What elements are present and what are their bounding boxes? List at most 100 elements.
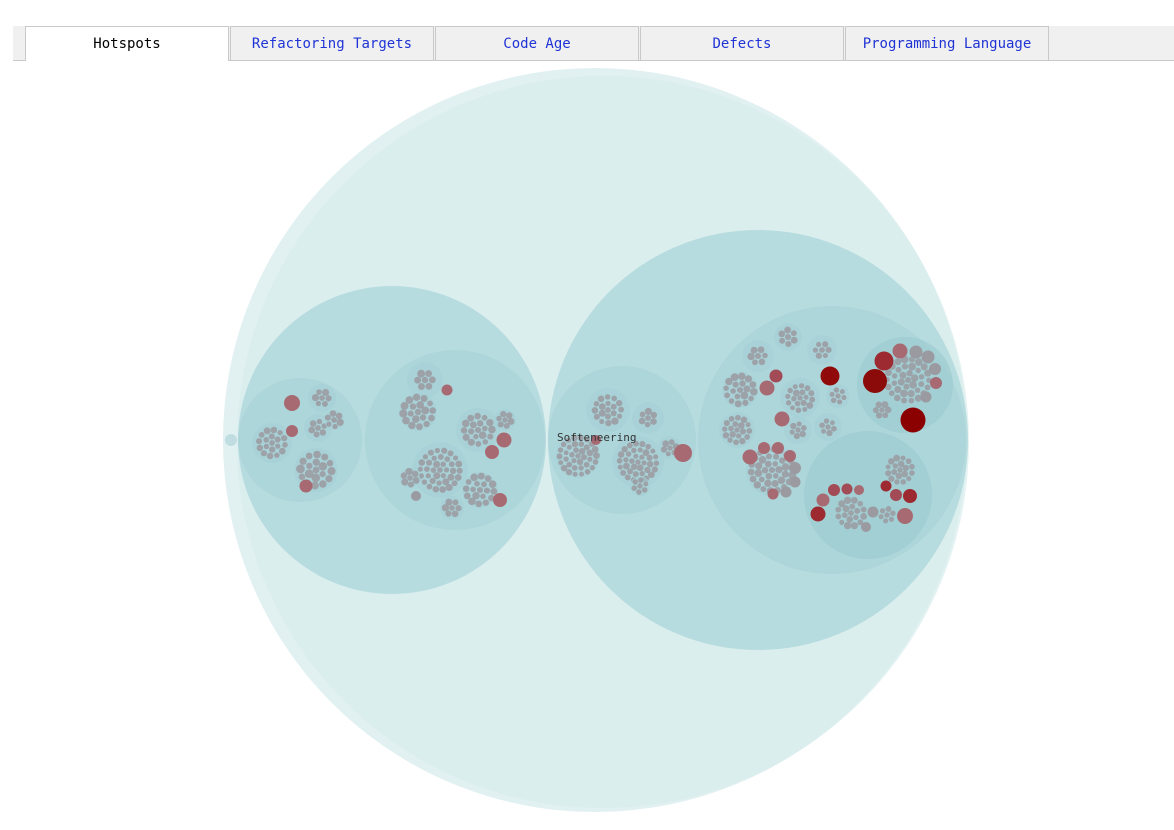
file-circle[interactable]: [742, 399, 749, 406]
file-circle[interactable]: [427, 449, 434, 456]
file-circle[interactable]: [329, 410, 337, 417]
file-circle[interactable]: [503, 422, 510, 429]
file-circle[interactable]: [918, 381, 925, 387]
file-circle[interactable]: [593, 401, 600, 407]
file-circle[interactable]: [780, 486, 792, 498]
file-circle[interactable]: [332, 423, 338, 430]
file-circle[interactable]: [437, 453, 444, 460]
file-circle[interactable]: [795, 407, 802, 413]
file-circle[interactable]: [571, 458, 577, 464]
file-circle[interactable]: [884, 406, 892, 414]
file-circle[interactable]: [440, 461, 446, 468]
file-circle[interactable]: [263, 437, 270, 443]
file-circle[interactable]: [665, 451, 671, 457]
file-circle[interactable]: [456, 467, 463, 474]
file-circle[interactable]: [627, 468, 634, 475]
file-circle[interactable]: [428, 376, 436, 384]
file-circle[interactable]: [867, 506, 879, 518]
file-circle[interactable]: [857, 519, 864, 526]
file-circle[interactable]: [269, 440, 275, 446]
hotspot-circle[interactable]: [493, 493, 507, 507]
file-circle[interactable]: [629, 458, 635, 464]
file-circle[interactable]: [455, 460, 463, 468]
file-circle[interactable]: [885, 369, 892, 376]
file-circle[interactable]: [592, 459, 599, 465]
file-circle[interactable]: [850, 522, 859, 530]
file-circle[interactable]: [411, 470, 419, 478]
file-circle[interactable]: [500, 410, 507, 418]
file-circle[interactable]: [653, 460, 660, 466]
file-circle[interactable]: [857, 500, 864, 507]
file-circle[interactable]: [298, 473, 306, 481]
file-circle[interactable]: [781, 470, 789, 478]
file-circle[interactable]: [826, 429, 833, 437]
file-circle[interactable]: [897, 467, 903, 473]
file-circle[interactable]: [646, 454, 653, 461]
hotspot-circle[interactable]: [816, 493, 830, 507]
file-circle[interactable]: [487, 433, 494, 440]
file-circle[interactable]: [806, 402, 814, 409]
hotspot-circle[interactable]: [892, 343, 908, 359]
file-circle[interactable]: [638, 417, 646, 425]
file-circle[interactable]: [470, 473, 478, 482]
file-circle[interactable]: [891, 469, 898, 476]
file-circle[interactable]: [268, 433, 275, 440]
file-circle[interactable]: [799, 389, 806, 396]
file-circle[interactable]: [421, 376, 429, 384]
file-circle[interactable]: [842, 505, 850, 513]
file-circle[interactable]: [733, 439, 739, 446]
hotspot-circle[interactable]: [854, 485, 864, 495]
file-circle[interactable]: [575, 453, 581, 459]
file-circle[interactable]: [274, 436, 281, 443]
file-circle[interactable]: [490, 487, 498, 495]
hotspot-circle[interactable]: [485, 445, 499, 459]
file-circle[interactable]: [625, 451, 632, 457]
file-circle[interactable]: [740, 416, 748, 424]
file-circle[interactable]: [905, 458, 912, 465]
tab-defects[interactable]: Defects: [640, 26, 844, 60]
file-circle[interactable]: [636, 489, 642, 495]
file-circle[interactable]: [744, 375, 753, 383]
file-circle[interactable]: [838, 500, 846, 508]
file-circle[interactable]: [904, 376, 912, 384]
file-circle[interactable]: [765, 453, 772, 460]
file-circle[interactable]: [778, 330, 786, 338]
file-circle[interactable]: [488, 480, 497, 488]
file-circle[interactable]: [800, 399, 807, 407]
file-circle[interactable]: [468, 497, 476, 506]
hotspot-circle[interactable]: [742, 449, 758, 465]
file-circle[interactable]: [773, 453, 780, 460]
file-circle[interactable]: [611, 395, 618, 402]
file-circle[interactable]: [401, 478, 409, 486]
file-circle[interactable]: [734, 393, 741, 400]
file-circle[interactable]: [482, 499, 489, 506]
file-circle[interactable]: [790, 330, 797, 337]
file-circle[interactable]: [744, 434, 750, 440]
file-circle[interactable]: [599, 418, 605, 425]
file-circle[interactable]: [802, 406, 808, 412]
hotspot-circle[interactable]: [769, 369, 783, 383]
file-circle[interactable]: [326, 459, 334, 467]
file-circle[interactable]: [739, 380, 746, 387]
file-circle[interactable]: [407, 475, 413, 481]
file-circle[interactable]: [408, 421, 416, 430]
file-circle[interactable]: [789, 429, 795, 435]
file-circle[interactable]: [584, 468, 591, 475]
file-circle[interactable]: [772, 473, 779, 479]
file-circle[interactable]: [557, 447, 564, 453]
file-circle[interactable]: [263, 427, 271, 435]
file-circle[interactable]: [316, 389, 322, 395]
file-circle[interactable]: [633, 453, 639, 459]
file-circle[interactable]: [890, 510, 896, 517]
file-circle[interactable]: [668, 439, 675, 445]
file-circle[interactable]: [779, 337, 786, 344]
tab-code-age[interactable]: Code Age: [435, 26, 639, 60]
file-circle[interactable]: [723, 420, 730, 427]
file-circle[interactable]: [604, 394, 611, 400]
file-circle[interactable]: [274, 452, 280, 458]
file-circle[interactable]: [447, 450, 454, 457]
file-circle[interactable]: [823, 418, 830, 424]
file-circle[interactable]: [929, 363, 941, 375]
file-circle[interactable]: [839, 519, 845, 525]
file-circle[interactable]: [732, 381, 739, 388]
